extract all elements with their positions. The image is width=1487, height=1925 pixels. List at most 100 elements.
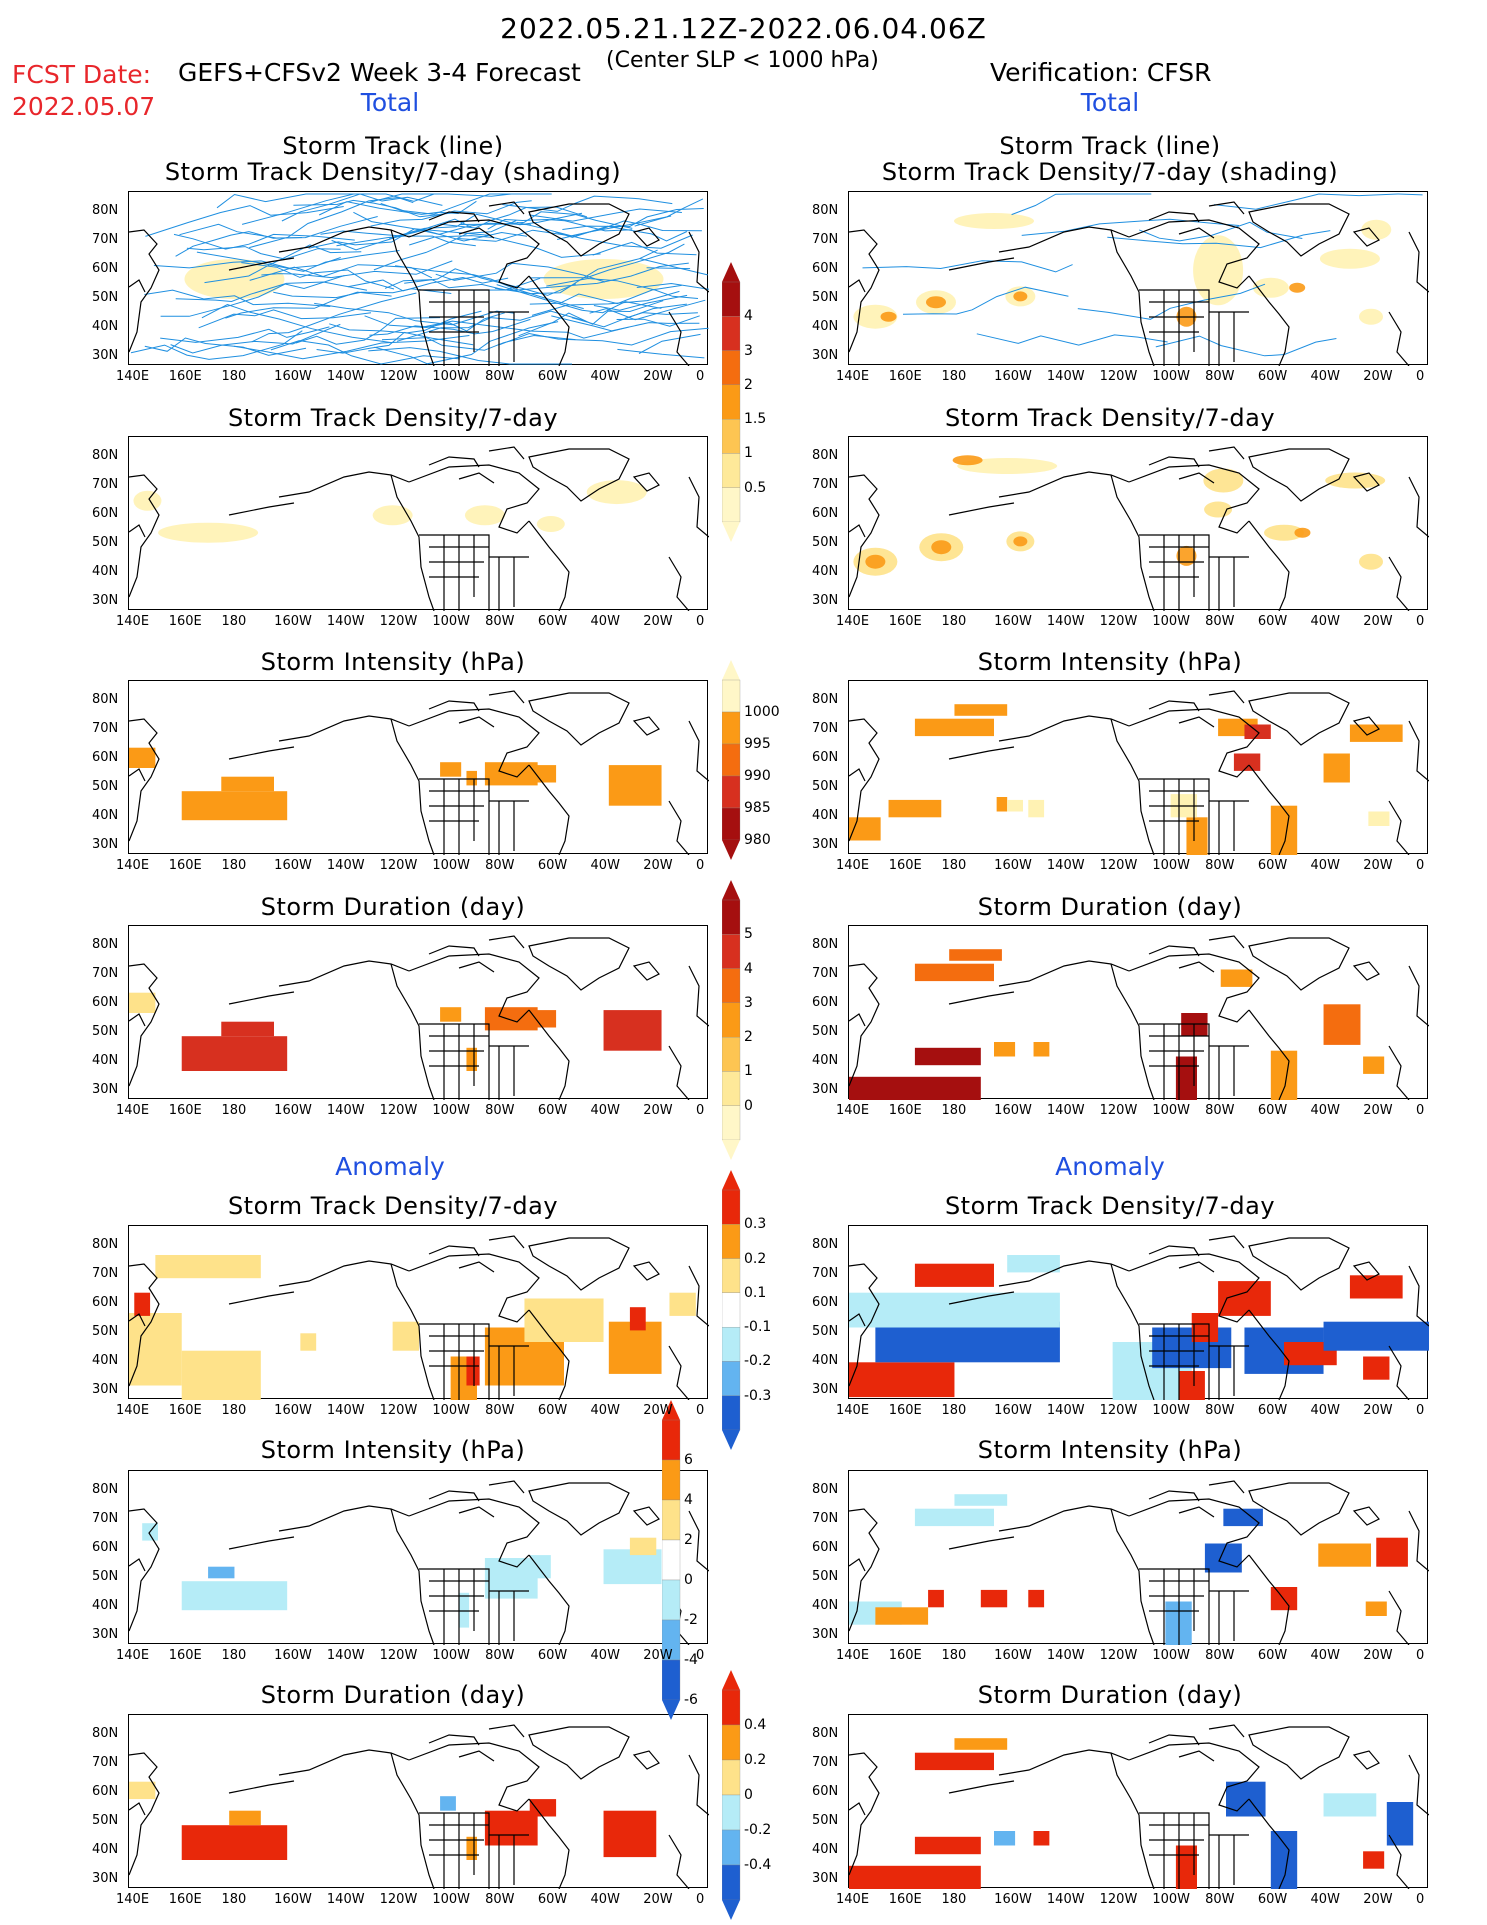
y-tick-label: 30N: [92, 1082, 119, 1097]
map-track-lines-verif: [848, 191, 1429, 366]
x-tick-label: 40W: [1310, 1403, 1340, 1418]
x-tick-label: 80W: [485, 369, 515, 384]
track-line: [130, 330, 303, 360]
colorbar-tick-label: 990: [744, 768, 771, 784]
density-blob: [158, 522, 259, 543]
track-line: [546, 277, 699, 299]
x-tick-label: 20W: [643, 858, 673, 873]
density-blob: [372, 505, 413, 526]
y-tick-label: 30N: [812, 348, 839, 363]
y-tick-label: 70N: [92, 1511, 119, 1526]
density-blob: [464, 505, 505, 526]
x-tick-label: 160E: [888, 858, 922, 873]
x-tick-label: 140E: [116, 369, 150, 384]
y-tick-label: 60N: [812, 1540, 839, 1555]
x-tick-label: 100W: [432, 858, 471, 873]
colorbar-tick-label: 0.5: [744, 479, 767, 496]
coastline-outline: [129, 1724, 709, 1889]
map-anom-intensity-forecast: [128, 1470, 709, 1645]
colorbar-tick-label: 0.1: [744, 1284, 767, 1301]
colorbar-swatch: [721, 1258, 741, 1294]
x-tick-label: 140E: [116, 1648, 150, 1663]
x-tick-label: 160W: [274, 1892, 312, 1907]
x-tick-label: 60W: [537, 1103, 568, 1118]
y-tick-label: 40N: [92, 564, 119, 579]
x-tick-label: 160E: [888, 1892, 922, 1907]
y-tick-label: 50N: [812, 535, 839, 550]
field-cell: [1191, 1313, 1219, 1342]
colorbar-tick-label: 0.4: [744, 1717, 767, 1733]
colorbar-swatch: [721, 1794, 741, 1831]
title-intensity-verif: Storm Intensity (hPa): [977, 648, 1243, 676]
y-tick-label: 50N: [812, 1813, 839, 1828]
coastline-outline: [849, 1724, 1429, 1889]
colorbar-swatch: [661, 1579, 681, 1621]
x-tick-label: 80W: [1205, 369, 1235, 384]
title-track-density-shading-verif: Storm Track Density/7-day (shading): [881, 158, 1339, 186]
field-cell: [155, 1255, 261, 1279]
track-line: [145, 205, 344, 237]
x-tick-label: 100W: [1152, 1103, 1191, 1118]
track-line: [251, 292, 417, 343]
x-tick-label: 160W: [274, 1103, 312, 1118]
y-tick-label: 40N: [92, 808, 119, 823]
title-anom-density-forecast: Storm Track Density/7-day: [227, 1192, 559, 1220]
field-cell: [181, 1036, 288, 1071]
y-tick-label: 70N: [812, 232, 839, 247]
title-track-line-forecast: Storm Track (line): [282, 132, 504, 160]
x-tick-label: 120W: [379, 369, 418, 384]
x-tick-label: 60W: [537, 1892, 568, 1907]
colorbar-anomaly-density: 0.3 0.2 0.1 -0.1 -0.2 -0.3: [721, 1170, 782, 1454]
density-blob: [931, 540, 952, 555]
colorbar-swatch: [721, 1071, 741, 1106]
y-tick-label: 40N: [92, 1053, 119, 1068]
field-cell: [914, 1836, 981, 1855]
colorbar-swatch: [721, 1036, 741, 1072]
y-tick-label: 80N: [812, 203, 839, 218]
colorbar-swatch: [661, 1459, 681, 1501]
density-blob: [1193, 235, 1244, 306]
x-tick-label: 120W: [379, 1403, 418, 1418]
page-title: 2022.05.21.12Z-2022.06.04.06Z: [500, 12, 987, 45]
x-tick-label: 160E: [888, 1103, 922, 1118]
map-anom-intensity-verif: [848, 1470, 1429, 1645]
colorbar-tick-label: 1: [744, 1063, 753, 1080]
density-blob: [1013, 291, 1028, 302]
x-tick-label: 140W: [326, 614, 365, 629]
field-cell: [954, 704, 1008, 716]
y-tick-label: 50N: [812, 290, 839, 305]
field-cell: [484, 1558, 538, 1599]
title-duration-forecast: Storm Duration (day): [260, 893, 526, 921]
colorbar-tick-label: 1: [744, 445, 753, 462]
title-anom-duration-verif: Storm Duration (day): [977, 1681, 1243, 1709]
density-blob: [853, 304, 898, 329]
map-intensity-forecast: [128, 680, 709, 855]
y-tick-label: 30N: [812, 1082, 839, 1097]
coastline-outline: [849, 201, 1429, 366]
colorbar-swatch: [721, 1002, 741, 1038]
field-cell: [1028, 799, 1045, 818]
y-tick-label: 40N: [812, 1598, 839, 1613]
x-tick-label: 60W: [1257, 1648, 1288, 1663]
field-cell: [1349, 1275, 1403, 1299]
density-blob: [536, 516, 565, 532]
y-tick-label: 40N: [92, 319, 119, 334]
x-tick-label: 180: [941, 1103, 967, 1118]
density-shading: [184, 259, 664, 299]
x-tick-label: 80W: [1205, 1103, 1235, 1118]
density-blob: [184, 259, 285, 299]
field-cell: [484, 1007, 538, 1031]
x-tick-label: 180: [941, 858, 967, 873]
track-line: [320, 218, 472, 237]
field-cell: [669, 1292, 696, 1316]
field-cell: [1349, 724, 1403, 742]
x-tick-label: 160E: [168, 858, 202, 873]
x-tick-label: 180: [221, 1103, 247, 1118]
x-tick-label: 160W: [274, 614, 312, 629]
title-intensity-forecast: Storm Intensity (hPa): [260, 648, 526, 676]
colorbar-arrow-top: [722, 880, 740, 900]
colorbar-tick-label: 3: [744, 342, 753, 359]
field-cell: [629, 1537, 657, 1556]
colorbar-swatch: [661, 1499, 681, 1541]
y-tick-label: 30N: [812, 593, 839, 608]
